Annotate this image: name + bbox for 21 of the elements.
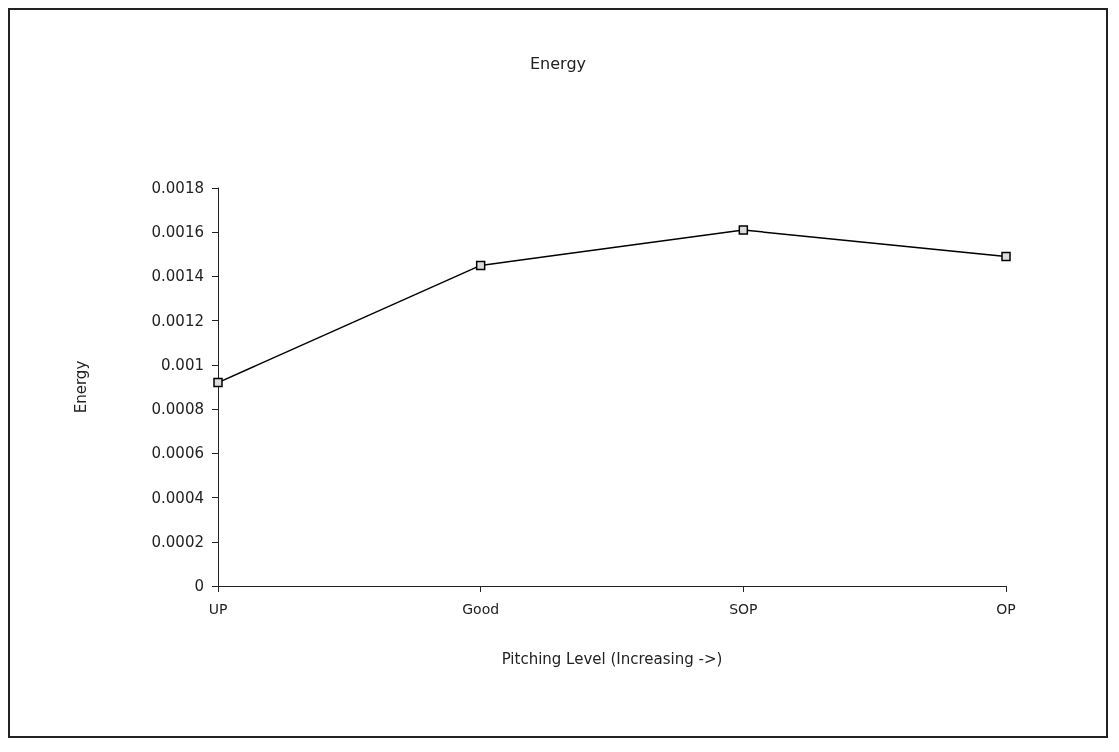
y-tick-label: 0.0014 xyxy=(151,267,204,286)
y-tick-label: 0.0004 xyxy=(151,488,204,507)
y-tick-label: 0.001 xyxy=(161,355,204,374)
y-tick-label: 0.0018 xyxy=(151,179,204,197)
point xyxy=(213,377,223,388)
point xyxy=(738,225,749,235)
y-tick-label: 0 xyxy=(194,577,204,595)
y-tick-label: 0.0002 xyxy=(151,532,204,551)
point xyxy=(475,260,486,271)
y-tick-label: 0.0016 xyxy=(151,223,204,242)
y-tick-label: 0.0008 xyxy=(151,400,204,419)
x-axis-title: Pitching Level (Increasing ->) xyxy=(501,649,723,668)
chart-title: Energy xyxy=(529,53,587,73)
x-tick-label: SOP xyxy=(729,601,758,617)
y-axis-title: Energy xyxy=(71,360,90,414)
x-tick-label: UP xyxy=(208,601,228,617)
x-tick-label: Good xyxy=(462,601,500,617)
y-tick-label: 0.0012 xyxy=(151,311,204,330)
x-tick-label: OP xyxy=(996,601,1016,617)
y-tick-label: 0.0006 xyxy=(151,444,204,463)
point xyxy=(1001,251,1011,262)
